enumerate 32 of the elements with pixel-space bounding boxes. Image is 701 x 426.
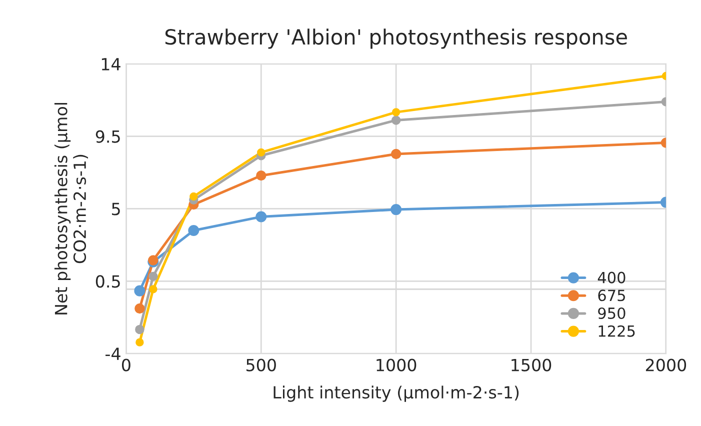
legend-label: 950 [598, 307, 626, 320]
y-tick-label: 5 [112, 202, 120, 216]
x-tick-label: 2000 [646, 358, 686, 372]
point [390, 148, 402, 160]
legend-label: 675 [598, 290, 625, 302]
point [188, 224, 200, 236]
y-tick-label: 0.5 [96, 275, 120, 288]
legend-label: 1225 [598, 325, 635, 337]
point [148, 272, 158, 281]
point [134, 303, 145, 314]
x-tick-label: 500 [246, 358, 276, 372]
x-tick-label: 1000 [376, 358, 416, 372]
point [135, 324, 144, 334]
point [136, 338, 144, 346]
legend-label: 400 [598, 272, 626, 284]
y-tick-label: 14 [102, 58, 120, 70]
point [256, 170, 266, 181]
y-tick-label: -4 [106, 348, 120, 360]
y-tick-label: 9.5 [96, 130, 120, 143]
point [134, 285, 146, 296]
chart-title: Strawberry 'Albion' photosynthesis response [165, 28, 627, 49]
point [256, 211, 267, 222]
point [390, 204, 402, 216]
point [149, 285, 158, 294]
point [190, 192, 198, 201]
point [391, 116, 401, 125]
x-tick-label: 1500 [512, 358, 552, 372]
x-tick-label: 0 [122, 358, 130, 372]
point [257, 148, 266, 157]
point [392, 108, 400, 116]
x-axis-title: Light intensity (µmol·m-2·s-1) [274, 386, 519, 402]
y-axis-title: Net photosynthesis (µmol CO2·m-2·s-1) [54, 103, 88, 314]
